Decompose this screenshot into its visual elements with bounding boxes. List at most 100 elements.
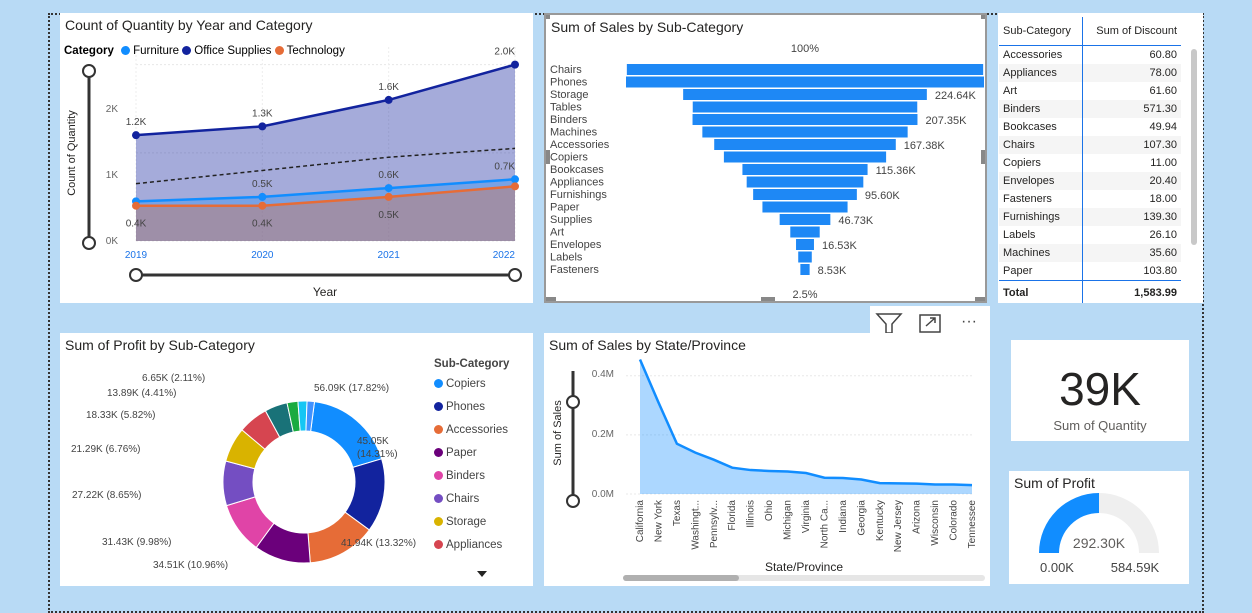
point-office-supplies[interactable] — [511, 60, 519, 69]
funnel-bar[interactable] — [798, 251, 812, 263]
area-chart-tile[interactable]: Count of Quantity by Year and Category C… — [60, 13, 533, 303]
point-furniture[interactable] — [258, 192, 267, 201]
donut-legend-item-storage[interactable]: Storage — [434, 516, 486, 528]
col-header-sub-category[interactable]: Sub-Category — [999, 17, 1083, 46]
donut-legend-item-paper[interactable]: Paper — [434, 447, 477, 459]
point-office-supplies[interactable] — [258, 122, 267, 131]
funnel-data-label: 8.53K — [818, 265, 847, 277]
funnel-category-label: Paper — [550, 202, 580, 214]
table-row[interactable]: Labels 26.10 — [999, 226, 1181, 244]
resize-handle-tl[interactable] — [546, 15, 550, 19]
gauge-tile[interactable]: Sum of Profit 292.30K 0.00K 584.59K — [1009, 471, 1189, 584]
legend-marker — [434, 471, 443, 480]
funnel-bar[interactable] — [714, 139, 896, 150]
point-technology[interactable] — [384, 192, 393, 201]
table-row[interactable]: Copiers 11.00 — [999, 154, 1181, 172]
resize-handle-right[interactable] — [981, 150, 985, 164]
y-slider-handle-top[interactable] — [82, 64, 96, 78]
cell-sub-category: Copiers — [999, 154, 1083, 172]
funnel-bar[interactable] — [742, 164, 868, 175]
table-row[interactable]: Fasteners 18.00 — [999, 190, 1181, 208]
filter-icon[interactable] — [875, 313, 903, 334]
funnel-bar[interactable] — [746, 176, 864, 188]
point-furniture[interactable] — [384, 184, 393, 193]
point-office-supplies[interactable] — [132, 131, 140, 140]
data-label: 0.6K — [378, 170, 399, 181]
legend-more-arrow-icon[interactable] — [476, 569, 488, 579]
x-slider-handle-left[interactable] — [129, 268, 143, 282]
donut-label-phones-a: 45.05K — [357, 436, 389, 447]
x-tick-label: 2019 — [125, 250, 148, 261]
state-h-scroll-thumb[interactable] — [623, 575, 739, 581]
state-y-slider-handle-top[interactable] — [566, 395, 580, 409]
point-technology[interactable] — [258, 201, 267, 210]
funnel-data-label: 224.64K — [935, 90, 977, 102]
state-y-slider-handle-bottom[interactable] — [566, 494, 580, 508]
resize-handle-bottom[interactable] — [761, 297, 775, 301]
table-row[interactable]: Envelopes 20.40 — [999, 172, 1181, 190]
table-row[interactable]: Bookcases 49.94 — [999, 118, 1181, 136]
donut-slice-other-11[interactable] — [305, 400, 316, 432]
area-chart-legend: Category Furniture Office Supplies Techn… — [64, 45, 345, 57]
state-x-tick-label: Tennessee — [967, 500, 978, 549]
resize-handle-tr[interactable] — [981, 15, 985, 19]
legend-item-office-supplies[interactable]: Office Supplies — [182, 45, 271, 57]
donut-label-copiers: 56.09K (17.82%) — [314, 383, 389, 394]
funnel-bar[interactable] — [683, 89, 927, 100]
table-row[interactable]: Furnishings 139.30 — [999, 208, 1181, 226]
funnel-bar[interactable] — [626, 76, 984, 88]
funnel-bar[interactable] — [753, 189, 857, 200]
funnel-bar[interactable] — [692, 101, 918, 113]
state-y-axis-title: Sum of Sales — [552, 400, 564, 466]
funnel-bar[interactable] — [702, 126, 908, 138]
resize-handle-bl[interactable] — [546, 297, 556, 301]
funnel-chart-tile[interactable]: Sum of Sales by Sub-Category 100% 2.5% C… — [544, 13, 987, 303]
donut-legend-item-binders[interactable]: Binders — [434, 470, 485, 482]
point-technology[interactable] — [132, 201, 140, 210]
table-row[interactable]: Binders 571.30 — [999, 100, 1181, 118]
donut-legend-item-appliances[interactable]: Appliances — [434, 539, 502, 551]
funnel-bar[interactable] — [692, 114, 918, 125]
state-chart-tile[interactable]: Sum of Sales by State/Province Sum of Sa… — [544, 333, 990, 586]
more-options-icon[interactable]: ··· — [961, 313, 977, 330]
point-office-supplies[interactable] — [384, 95, 393, 104]
funnel-bar[interactable] — [626, 64, 984, 75]
point-technology[interactable] — [511, 182, 519, 191]
table-row[interactable]: Appliances 78.00 — [999, 64, 1181, 82]
resize-handle-br[interactable] — [975, 297, 985, 301]
y-slider-handle-bottom[interactable] — [82, 236, 96, 250]
donut-legend-item-chairs[interactable]: Chairs — [434, 493, 479, 505]
table-row[interactable]: Machines 35.60 — [999, 244, 1181, 262]
legend-marker — [434, 448, 443, 457]
point-furniture[interactable] — [511, 175, 519, 184]
resize-handle-left[interactable] — [546, 150, 550, 164]
funnel-bar[interactable] — [790, 226, 820, 238]
state-x-tick-label: California — [635, 500, 646, 543]
funnel-bar[interactable] — [762, 201, 848, 213]
cell-sub-category: Labels — [999, 226, 1083, 244]
table-row[interactable]: Accessories 60.80 — [999, 45, 1181, 64]
cell-sub-category: Binders — [999, 100, 1083, 118]
funnel-bar[interactable] — [796, 239, 814, 250]
focus-mode-icon[interactable] — [919, 314, 941, 333]
table-row[interactable]: Chairs 107.30 — [999, 136, 1181, 154]
legend-item-furniture[interactable]: Furniture — [121, 45, 179, 57]
x-slider-handle-right[interactable] — [508, 268, 522, 282]
donut-legend-item-copiers[interactable]: Copiers — [434, 378, 486, 390]
col-header-discount[interactable]: Sum of Discount — [1082, 17, 1181, 46]
donut-chart-tile[interactable]: Sum of Profit by Sub-Category 56.09K (17… — [60, 333, 533, 586]
table-row[interactable]: Art 61.60 — [999, 82, 1181, 100]
table-row[interactable]: Paper 103.80 — [999, 262, 1181, 281]
table-scrollbar[interactable] — [1191, 49, 1197, 245]
legend-item-technology[interactable]: Technology — [274, 45, 345, 57]
kpi-quantity-card[interactable]: 39K Sum of Quantity — [1011, 340, 1189, 441]
area-y-tick-2: 2K — [106, 104, 119, 115]
funnel-bar[interactable] — [779, 214, 831, 225]
gauge-fill — [1039, 493, 1099, 553]
discount-table-tile[interactable]: Sub-Category Sum of Discount Accessories… — [998, 13, 1203, 303]
funnel-bar[interactable] — [800, 264, 810, 275]
donut-legend-item-phones[interactable]: Phones — [434, 401, 485, 413]
funnel-bar[interactable] — [723, 151, 887, 163]
funnel-data-label: 95.60K — [865, 190, 901, 202]
donut-legend-item-accessories[interactable]: Accessories — [434, 424, 508, 436]
